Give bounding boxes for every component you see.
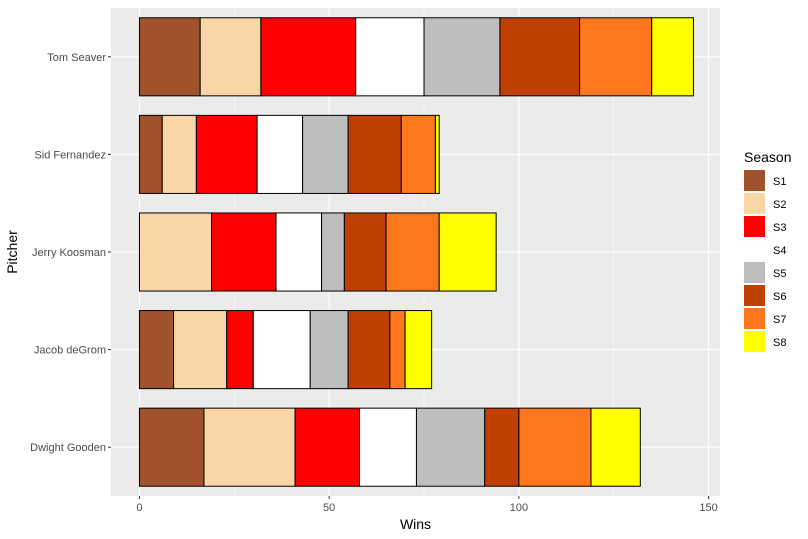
bar-segment — [343, 212, 387, 292]
x-tick-label: 50 — [323, 502, 335, 514]
bar-segment — [579, 17, 653, 97]
bar-segment — [138, 17, 201, 97]
legend-key — [744, 308, 765, 329]
bar-segment — [355, 17, 425, 97]
legend-key — [744, 331, 765, 352]
bar-segment — [484, 407, 520, 487]
legend: Season S1 S2 S3 S4 S5 S6 S7 S8 — [744, 149, 791, 352]
bar-segment — [415, 407, 486, 487]
legend-key — [744, 239, 765, 260]
y-tick-label: Jerry Koosman — [32, 247, 106, 259]
legend-label: S8 — [773, 337, 786, 349]
bar-segment — [256, 114, 304, 194]
bar-segment — [302, 114, 349, 194]
bar-segment — [389, 310, 406, 390]
x-tick-label: 0 — [136, 502, 142, 514]
legend-key — [744, 170, 765, 191]
bar-segment — [309, 310, 349, 390]
legend-title: Season — [744, 149, 791, 165]
bar-segment — [138, 310, 175, 390]
y-axis: Dwight Gooden Jacob deGrom Jerry Koosman Si… — [30, 52, 111, 454]
bar-segment — [226, 310, 254, 390]
bar-segment — [423, 17, 501, 97]
legend-label: S1 — [773, 176, 786, 188]
legend-label: S7 — [773, 314, 786, 326]
bar-segment — [347, 310, 391, 390]
legend-label: S5 — [773, 268, 786, 280]
bar-segment — [138, 407, 205, 487]
x-tick-label: 100 — [510, 502, 528, 514]
bar-segment — [434, 114, 440, 194]
bar-segment — [347, 114, 402, 194]
bar-segment — [400, 114, 436, 194]
bar-segment — [404, 310, 433, 390]
bar-segment — [294, 407, 361, 487]
legend-key — [744, 262, 765, 283]
legend-key — [744, 216, 765, 237]
bar-segment — [438, 212, 497, 292]
bar-segment — [203, 407, 296, 487]
x-tick-label: 150 — [699, 502, 717, 514]
legend-label: S4 — [773, 245, 786, 257]
bar-segment — [173, 310, 228, 390]
bar-segment — [499, 17, 581, 97]
bar-segment — [252, 310, 311, 390]
legend-label: S2 — [773, 199, 786, 211]
bar-segment — [161, 114, 197, 194]
bar-segment — [275, 212, 323, 292]
bar-segment — [211, 212, 277, 292]
y-tick-label: Dwight Gooden — [30, 442, 106, 454]
y-axis-title: Pitcher — [4, 230, 20, 274]
bars — [138, 17, 694, 487]
legend-label: S6 — [773, 291, 786, 303]
bar-segment — [321, 212, 345, 292]
bar-segment — [518, 407, 592, 487]
y-tick-label: Sid Fernandez — [34, 149, 106, 161]
bar-segment — [385, 212, 440, 292]
bar-segment — [195, 114, 258, 194]
legend-key — [744, 285, 765, 306]
y-tick-label: Jacob deGrom — [34, 345, 106, 357]
bar-segment — [138, 114, 163, 194]
bar-segment — [138, 212, 213, 292]
y-tick-label: Tom Seaver — [47, 52, 106, 64]
bar-segment — [260, 17, 357, 97]
bar-segment — [359, 407, 417, 487]
bar-segment — [199, 17, 262, 97]
legend-key — [744, 193, 765, 214]
x-axis-title: Wins — [400, 516, 431, 532]
bar-segment — [651, 17, 694, 97]
legend-label: S3 — [773, 222, 786, 234]
x-axis: 0 50 100 150 — [136, 496, 718, 514]
bar-segment — [590, 407, 641, 487]
